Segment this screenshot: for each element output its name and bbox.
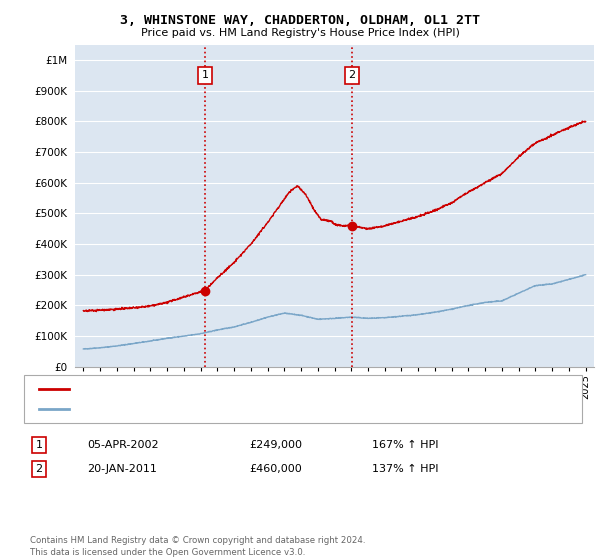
Text: 2: 2	[35, 464, 43, 474]
Text: 3, WHINSTONE WAY, CHADDERTON, OLDHAM, OL1 2TT (detached house): 3, WHINSTONE WAY, CHADDERTON, OLDHAM, OL…	[78, 384, 458, 394]
Text: Contains HM Land Registry data © Crown copyright and database right 2024.
This d: Contains HM Land Registry data © Crown c…	[30, 536, 365, 557]
Text: Price paid vs. HM Land Registry's House Price Index (HPI): Price paid vs. HM Land Registry's House …	[140, 28, 460, 38]
Text: 3, WHINSTONE WAY, CHADDERTON, OLDHAM, OL1 2TT: 3, WHINSTONE WAY, CHADDERTON, OLDHAM, OL…	[120, 14, 480, 27]
Text: 05-APR-2002: 05-APR-2002	[87, 440, 158, 450]
Text: HPI: Average price, detached house, Oldham: HPI: Average price, detached house, Oldh…	[78, 404, 312, 414]
Text: 137% ↑ HPI: 137% ↑ HPI	[372, 464, 439, 474]
Text: £460,000: £460,000	[249, 464, 302, 474]
Text: 1: 1	[202, 71, 208, 81]
Text: 20-JAN-2011: 20-JAN-2011	[87, 464, 157, 474]
Text: 2: 2	[349, 71, 356, 81]
Text: 167% ↑ HPI: 167% ↑ HPI	[372, 440, 439, 450]
Text: 1: 1	[35, 440, 43, 450]
Text: £249,000: £249,000	[249, 440, 302, 450]
